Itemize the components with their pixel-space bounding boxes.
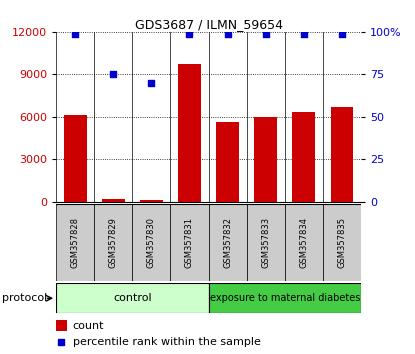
Bar xyxy=(171,204,209,281)
Point xyxy=(262,31,269,36)
Text: protocol: protocol xyxy=(2,293,48,303)
Bar xyxy=(247,204,285,281)
Point xyxy=(186,31,193,36)
Bar xyxy=(330,107,354,202)
Bar xyxy=(140,200,163,202)
Text: GSM357831: GSM357831 xyxy=(185,217,194,268)
Text: GSM357830: GSM357830 xyxy=(147,217,156,268)
Bar xyxy=(178,64,201,202)
Bar xyxy=(56,320,67,331)
Bar xyxy=(209,204,247,281)
Point xyxy=(339,31,345,36)
Bar xyxy=(56,204,94,281)
Text: count: count xyxy=(73,321,104,331)
Point xyxy=(110,72,117,77)
Text: GSM357829: GSM357829 xyxy=(109,217,118,268)
Bar xyxy=(132,204,171,281)
Text: GSM357833: GSM357833 xyxy=(261,217,270,268)
Bar xyxy=(209,283,361,313)
Title: GDS3687 / ILMN_59654: GDS3687 / ILMN_59654 xyxy=(134,18,283,31)
Bar xyxy=(254,117,277,202)
Bar xyxy=(285,204,323,281)
Bar xyxy=(293,112,315,202)
Bar xyxy=(94,204,132,281)
Text: GSM357832: GSM357832 xyxy=(223,217,232,268)
Text: exposure to maternal diabetes: exposure to maternal diabetes xyxy=(210,293,360,303)
Point xyxy=(72,31,78,36)
Text: GSM357835: GSM357835 xyxy=(337,217,347,268)
Bar xyxy=(216,122,239,202)
Point xyxy=(148,80,155,86)
Point xyxy=(58,339,65,344)
Point xyxy=(300,31,307,36)
Point xyxy=(224,31,231,36)
Text: GSM357834: GSM357834 xyxy=(299,217,308,268)
Text: control: control xyxy=(113,293,151,303)
Bar xyxy=(323,204,361,281)
Bar xyxy=(102,199,124,202)
Bar xyxy=(63,115,87,202)
Text: GSM357828: GSM357828 xyxy=(71,217,80,268)
Bar xyxy=(56,283,209,313)
Text: percentile rank within the sample: percentile rank within the sample xyxy=(73,337,261,347)
